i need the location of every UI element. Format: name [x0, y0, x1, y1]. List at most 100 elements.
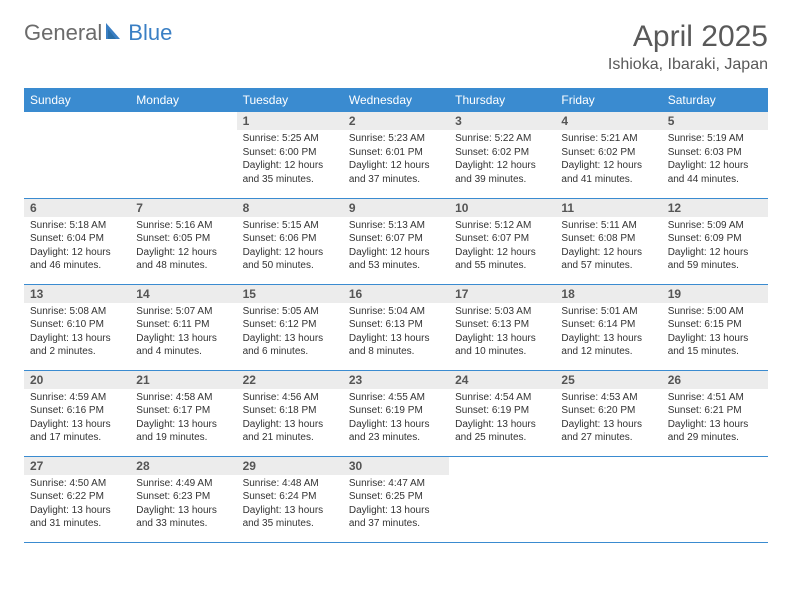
calendar-day-cell: 13Sunrise: 5:08 AMSunset: 6:10 PMDayligh… — [24, 284, 130, 370]
daylight-text-2: and 4 minutes. — [136, 345, 230, 359]
daylight-text-2: and 12 minutes. — [561, 345, 655, 359]
calendar-day-cell: 21Sunrise: 4:58 AMSunset: 6:17 PMDayligh… — [130, 370, 236, 456]
sunset-text: Sunset: 6:18 PM — [243, 404, 337, 418]
daylight-text-1: Daylight: 12 hours — [136, 246, 230, 260]
header: General Blue April 2025 Ishioka, Ibaraki… — [24, 20, 768, 74]
day-details: Sunrise: 4:58 AMSunset: 6:17 PMDaylight:… — [130, 389, 236, 449]
daylight-text-2: and 10 minutes. — [455, 345, 549, 359]
day-details: Sunrise: 5:23 AMSunset: 6:01 PMDaylight:… — [343, 130, 449, 190]
day-details: Sunrise: 5:12 AMSunset: 6:07 PMDaylight:… — [449, 217, 555, 277]
day-details: Sunrise: 5:09 AMSunset: 6:09 PMDaylight:… — [662, 217, 768, 277]
daylight-text-1: Daylight: 13 hours — [243, 418, 337, 432]
sunrise-text: Sunrise: 5:05 AM — [243, 305, 337, 319]
day-details: Sunrise: 5:01 AMSunset: 6:14 PMDaylight:… — [555, 303, 661, 363]
calendar-day-cell: 3Sunrise: 5:22 AMSunset: 6:02 PMDaylight… — [449, 112, 555, 198]
calendar-day-cell: 30Sunrise: 4:47 AMSunset: 6:25 PMDayligh… — [343, 456, 449, 542]
daylight-text-2: and 27 minutes. — [561, 431, 655, 445]
daylight-text-1: Daylight: 13 hours — [668, 332, 762, 346]
day-number: 13 — [24, 285, 130, 303]
day-number: 10 — [449, 199, 555, 217]
sunrise-text: Sunrise: 5:04 AM — [349, 305, 443, 319]
calendar-header-row: Sunday Monday Tuesday Wednesday Thursday… — [24, 88, 768, 112]
day-number: 30 — [343, 457, 449, 475]
sunrise-text: Sunrise: 5:22 AM — [455, 132, 549, 146]
sunrise-text: Sunrise: 5:11 AM — [561, 219, 655, 233]
day-number: 26 — [662, 371, 768, 389]
dayname-thursday: Thursday — [449, 88, 555, 112]
logo-text-blue: Blue — [128, 20, 172, 46]
day-number: 7 — [130, 199, 236, 217]
daylight-text-2: and 17 minutes. — [30, 431, 124, 445]
daylight-text-1: Daylight: 12 hours — [561, 159, 655, 173]
page-title: April 2025 — [608, 20, 768, 54]
sunset-text: Sunset: 6:06 PM — [243, 232, 337, 246]
sunrise-text: Sunrise: 4:48 AM — [243, 477, 337, 491]
daylight-text-1: Daylight: 13 hours — [349, 504, 443, 518]
daylight-text-1: Daylight: 13 hours — [561, 332, 655, 346]
day-details: Sunrise: 5:25 AMSunset: 6:00 PMDaylight:… — [237, 130, 343, 190]
daylight-text-1: Daylight: 13 hours — [349, 332, 443, 346]
day-details: Sunrise: 4:50 AMSunset: 6:22 PMDaylight:… — [24, 475, 130, 535]
day-details: Sunrise: 4:47 AMSunset: 6:25 PMDaylight:… — [343, 475, 449, 535]
day-details: Sunrise: 5:16 AMSunset: 6:05 PMDaylight:… — [130, 217, 236, 277]
sunrise-text: Sunrise: 5:23 AM — [349, 132, 443, 146]
day-details: Sunrise: 5:04 AMSunset: 6:13 PMDaylight:… — [343, 303, 449, 363]
sunrise-text: Sunrise: 5:25 AM — [243, 132, 337, 146]
sunset-text: Sunset: 6:13 PM — [455, 318, 549, 332]
day-number: 21 — [130, 371, 236, 389]
sunset-text: Sunset: 6:20 PM — [561, 404, 655, 418]
logo-sail-icon — [104, 21, 126, 46]
calendar-table: Sunday Monday Tuesday Wednesday Thursday… — [24, 88, 768, 543]
calendar-day-cell: 29Sunrise: 4:48 AMSunset: 6:24 PMDayligh… — [237, 456, 343, 542]
daylight-text-1: Daylight: 13 hours — [349, 418, 443, 432]
daylight-text-2: and 21 minutes. — [243, 431, 337, 445]
calendar-day-cell: 4Sunrise: 5:21 AMSunset: 6:02 PMDaylight… — [555, 112, 661, 198]
dayname-monday: Monday — [130, 88, 236, 112]
sunrise-text: Sunrise: 5:15 AM — [243, 219, 337, 233]
daylight-text-2: and 23 minutes. — [349, 431, 443, 445]
dayname-wednesday: Wednesday — [343, 88, 449, 112]
sunset-text: Sunset: 6:14 PM — [561, 318, 655, 332]
calendar-day-cell — [555, 456, 661, 542]
sunrise-text: Sunrise: 4:54 AM — [455, 391, 549, 405]
sunset-text: Sunset: 6:03 PM — [668, 146, 762, 160]
daylight-text-2: and 46 minutes. — [30, 259, 124, 273]
calendar-day-cell: 16Sunrise: 5:04 AMSunset: 6:13 PMDayligh… — [343, 284, 449, 370]
sunset-text: Sunset: 6:17 PM — [136, 404, 230, 418]
daylight-text-2: and 15 minutes. — [668, 345, 762, 359]
calendar-day-cell: 22Sunrise: 4:56 AMSunset: 6:18 PMDayligh… — [237, 370, 343, 456]
dayname-sunday: Sunday — [24, 88, 130, 112]
day-number: 17 — [449, 285, 555, 303]
sunrise-text: Sunrise: 5:09 AM — [668, 219, 762, 233]
calendar-day-cell: 9Sunrise: 5:13 AMSunset: 6:07 PMDaylight… — [343, 198, 449, 284]
day-details: Sunrise: 5:03 AMSunset: 6:13 PMDaylight:… — [449, 303, 555, 363]
daylight-text-1: Daylight: 13 hours — [455, 332, 549, 346]
sunrise-text: Sunrise: 4:53 AM — [561, 391, 655, 405]
daylight-text-2: and 37 minutes. — [349, 517, 443, 531]
daylight-text-2: and 55 minutes. — [455, 259, 549, 273]
daylight-text-1: Daylight: 13 hours — [30, 332, 124, 346]
day-number: 22 — [237, 371, 343, 389]
sunset-text: Sunset: 6:09 PM — [668, 232, 762, 246]
sunrise-text: Sunrise: 5:13 AM — [349, 219, 443, 233]
calendar-day-cell: 17Sunrise: 5:03 AMSunset: 6:13 PMDayligh… — [449, 284, 555, 370]
sunrise-text: Sunrise: 4:59 AM — [30, 391, 124, 405]
daylight-text-2: and 6 minutes. — [243, 345, 337, 359]
calendar-day-cell: 18Sunrise: 5:01 AMSunset: 6:14 PMDayligh… — [555, 284, 661, 370]
day-number: 1 — [237, 112, 343, 130]
sunrise-text: Sunrise: 5:01 AM — [561, 305, 655, 319]
day-details: Sunrise: 4:49 AMSunset: 6:23 PMDaylight:… — [130, 475, 236, 535]
calendar-day-cell: 25Sunrise: 4:53 AMSunset: 6:20 PMDayligh… — [555, 370, 661, 456]
day-number: 24 — [449, 371, 555, 389]
calendar-day-cell: 19Sunrise: 5:00 AMSunset: 6:15 PMDayligh… — [662, 284, 768, 370]
day-number: 5 — [662, 112, 768, 130]
sunrise-text: Sunrise: 4:47 AM — [349, 477, 443, 491]
day-details: Sunrise: 5:19 AMSunset: 6:03 PMDaylight:… — [662, 130, 768, 190]
sunrise-text: Sunrise: 4:49 AM — [136, 477, 230, 491]
daylight-text-1: Daylight: 13 hours — [30, 504, 124, 518]
title-block: April 2025 Ishioka, Ibaraki, Japan — [608, 20, 768, 74]
daylight-text-1: Daylight: 12 hours — [668, 159, 762, 173]
calendar-day-cell: 5Sunrise: 5:19 AMSunset: 6:03 PMDaylight… — [662, 112, 768, 198]
daylight-text-1: Daylight: 13 hours — [136, 418, 230, 432]
calendar-day-cell: 7Sunrise: 5:16 AMSunset: 6:05 PMDaylight… — [130, 198, 236, 284]
